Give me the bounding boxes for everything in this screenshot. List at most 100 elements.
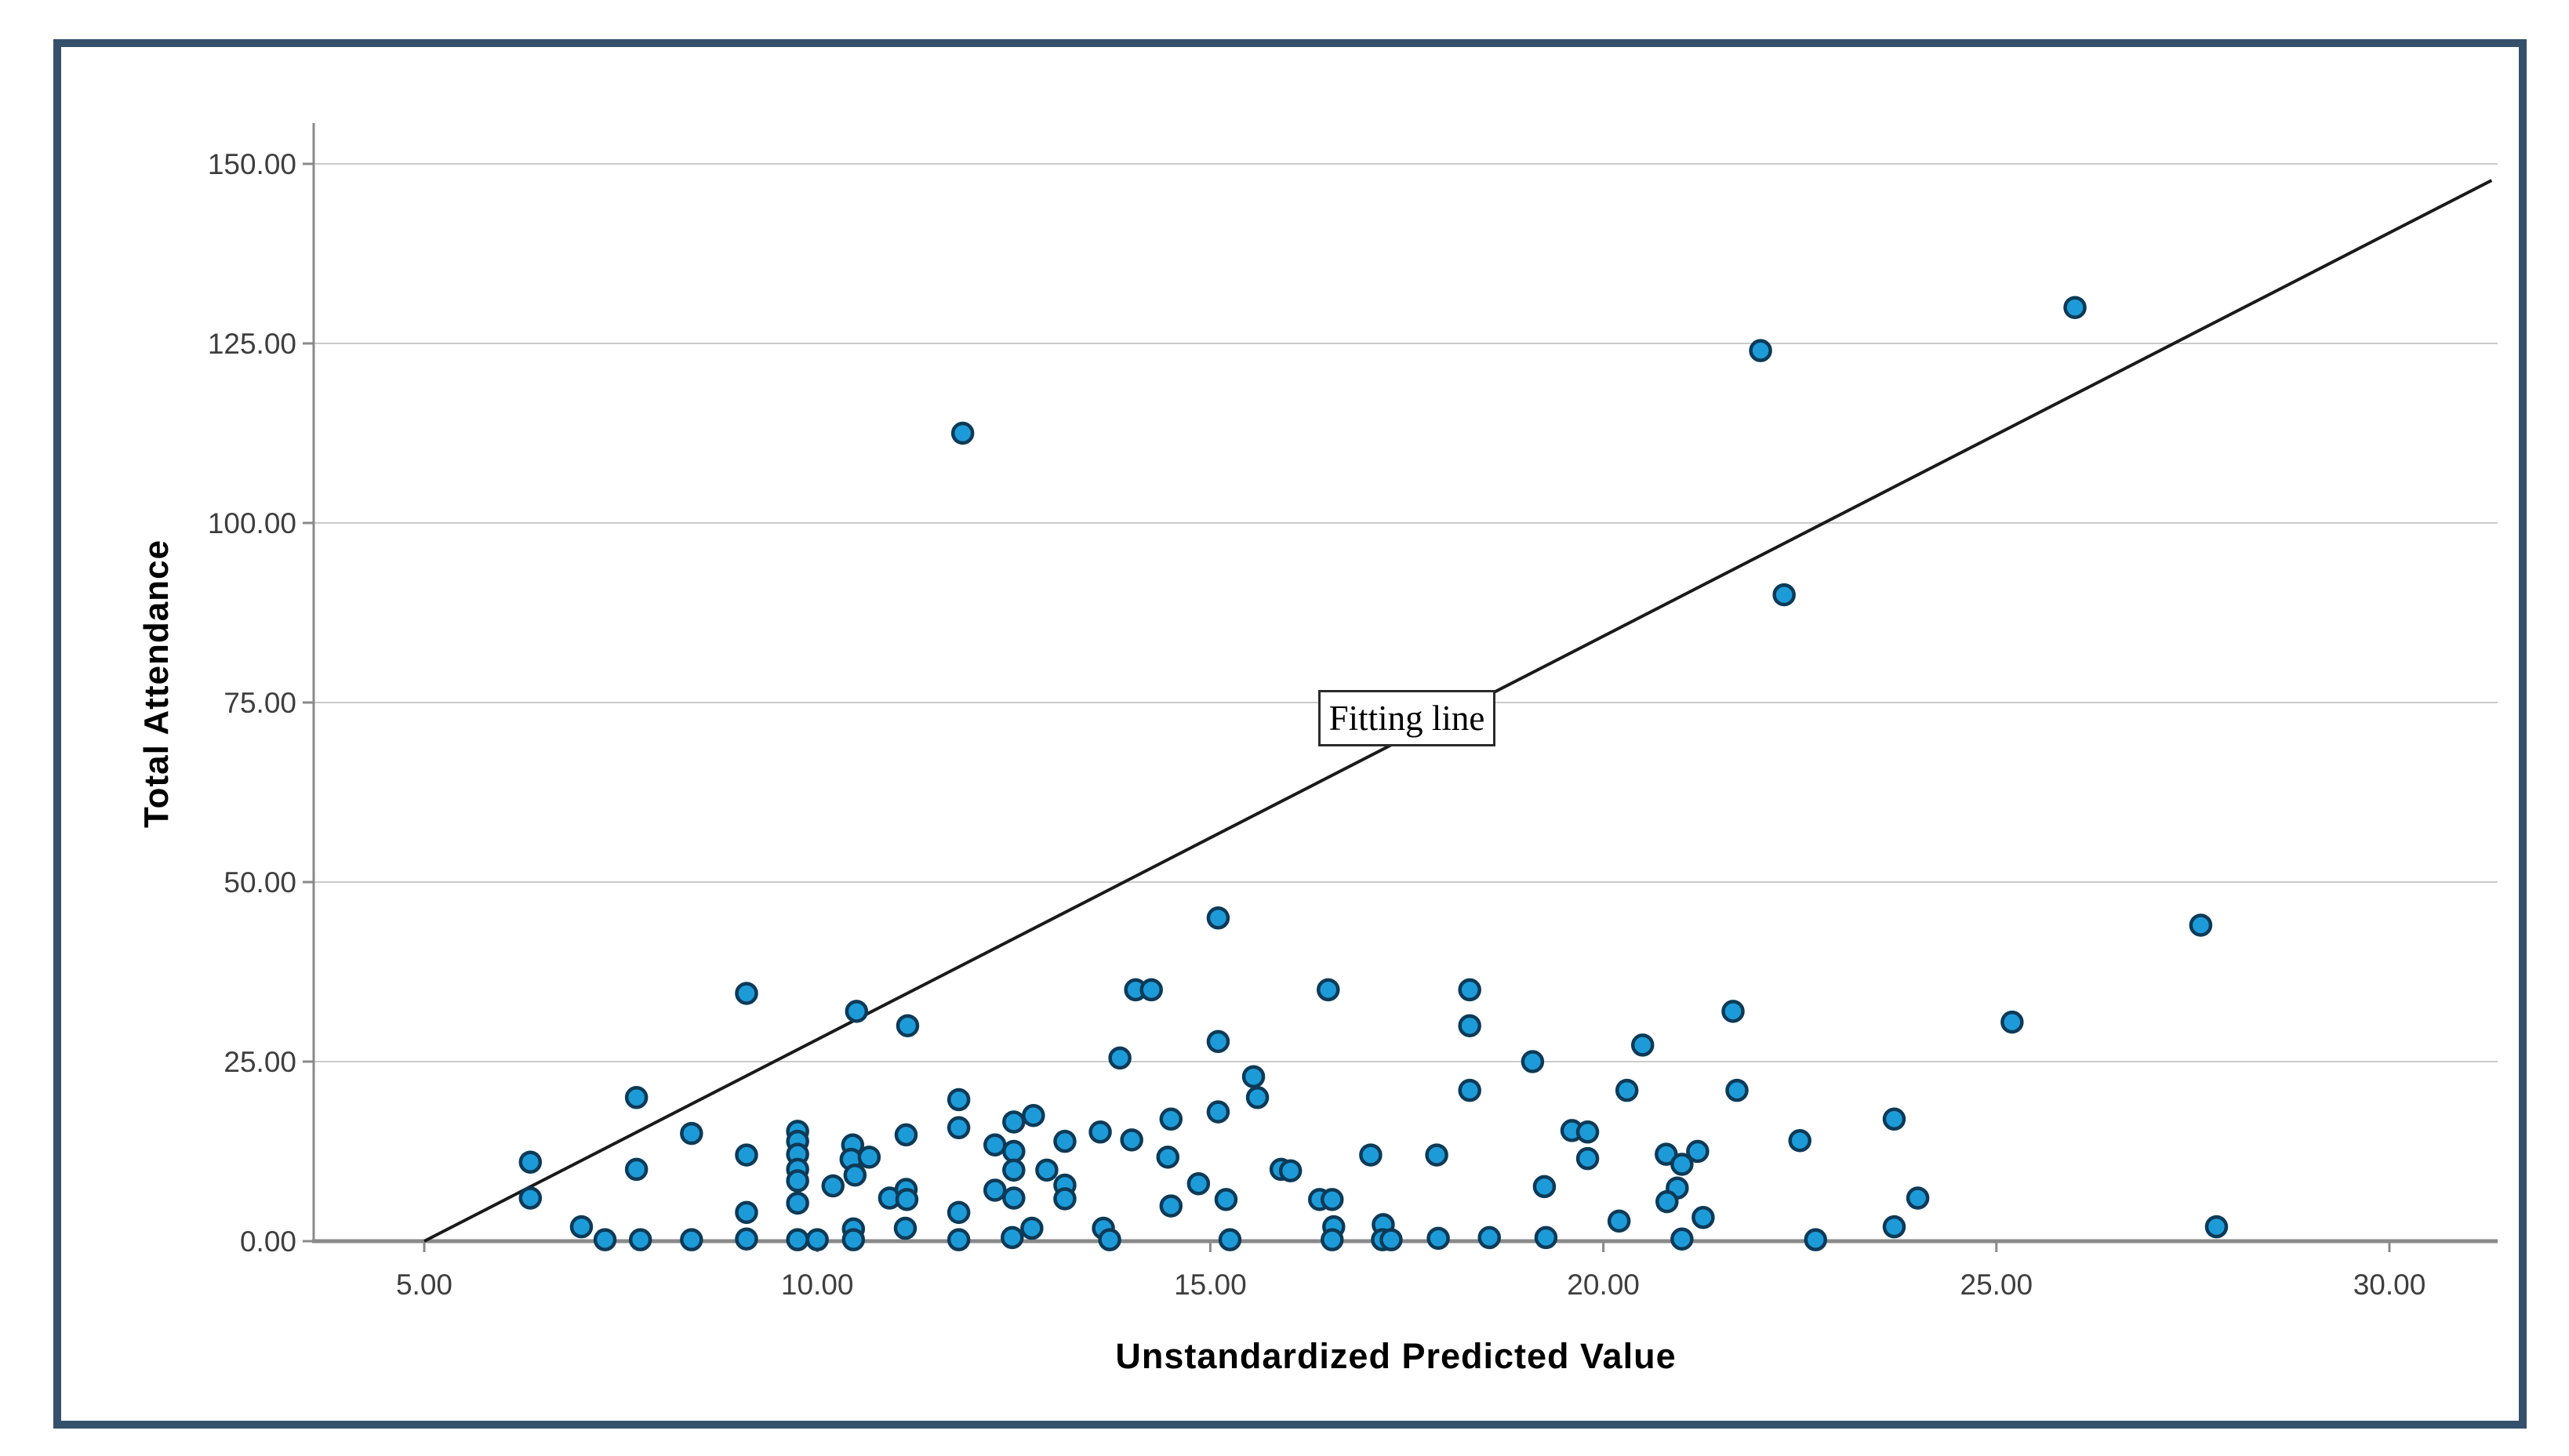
data-point — [1241, 1065, 1266, 1088]
data-point — [1317, 978, 1340, 1002]
data-point — [1721, 1000, 1745, 1023]
data-point — [1206, 906, 1230, 930]
data-point — [1245, 1086, 1270, 1109]
y-tick-label: 75.00 — [223, 687, 296, 719]
data-point — [1670, 1153, 1694, 1176]
data-point — [1020, 1216, 1044, 1240]
data-point — [1521, 1050, 1545, 1073]
data-point — [1458, 1078, 1481, 1102]
data-point — [893, 1216, 918, 1240]
data-point — [593, 1228, 617, 1251]
data-point — [947, 1200, 971, 1225]
data-point — [1206, 1100, 1230, 1124]
data-point — [1607, 1209, 1631, 1233]
data-point — [894, 1123, 918, 1147]
data-point — [1458, 978, 1481, 1002]
data-point — [1772, 583, 1796, 607]
data-point — [845, 1000, 869, 1023]
data-point — [950, 421, 975, 445]
data-point — [1156, 1146, 1180, 1169]
data-point — [1002, 1158, 1026, 1182]
x-tick-label: 10.00 — [781, 1269, 854, 1301]
data-point — [624, 1086, 649, 1109]
data-point — [1686, 1139, 1710, 1164]
data-point — [735, 1143, 758, 1167]
data-point — [1053, 1187, 1077, 1211]
data-point — [1615, 1078, 1639, 1102]
data-point — [1206, 1029, 1230, 1054]
data-point — [1278, 1159, 1303, 1182]
data-point — [624, 1157, 649, 1182]
data-point — [1725, 1078, 1749, 1102]
data-point — [1670, 1227, 1694, 1251]
data-point — [1001, 1225, 1024, 1250]
data-point — [786, 1191, 809, 1215]
data-point — [1321, 1228, 1344, 1251]
data-point — [1575, 1146, 1600, 1171]
data-point — [1575, 1120, 1600, 1144]
fit-line-label-box: Fitting line — [1317, 690, 1496, 746]
data-point — [1882, 1215, 1906, 1239]
data-point — [1022, 1103, 1045, 1127]
data-point — [2189, 913, 2213, 937]
data-point — [1108, 1046, 1132, 1070]
data-point — [896, 1014, 920, 1037]
data-point — [1425, 1143, 1448, 1167]
data-point — [1534, 1225, 1558, 1250]
data-point — [1379, 1228, 1403, 1251]
data-point — [947, 1228, 971, 1251]
data-point — [1002, 1186, 1026, 1210]
data-point — [2063, 296, 2087, 319]
data-point — [1053, 1129, 1077, 1153]
data-point — [2000, 1010, 2024, 1034]
x-tick-label: 20.00 — [1567, 1269, 1640, 1301]
y-tick-label: 125.00 — [208, 328, 296, 360]
data-point — [1804, 1228, 1827, 1251]
data-point — [518, 1150, 543, 1174]
data-point — [1098, 1228, 1121, 1251]
data-point — [680, 1121, 703, 1146]
data-point — [947, 1116, 971, 1140]
data-point — [1906, 1186, 1930, 1210]
data-point — [805, 1228, 829, 1251]
x-tick-label: 30.00 — [2353, 1269, 2426, 1301]
data-point — [1691, 1206, 1715, 1229]
data-point — [1426, 1226, 1450, 1251]
data-point — [1139, 978, 1163, 1002]
data-point — [1532, 1175, 1557, 1199]
data-point — [1088, 1120, 1112, 1144]
data-point — [1002, 1110, 1026, 1134]
y-tick-label: 100.00 — [208, 507, 296, 539]
data-point — [569, 1215, 594, 1239]
data-point — [1477, 1225, 1502, 1250]
data-point — [983, 1133, 1007, 1157]
fit-line-label: Fitting line — [1328, 699, 1485, 739]
data-point — [518, 1186, 543, 1210]
data-point — [1218, 1228, 1242, 1251]
chart-outer-border — [53, 39, 2527, 1429]
data-point — [786, 1169, 809, 1193]
data-point — [1749, 339, 1772, 362]
data-point — [1359, 1143, 1383, 1167]
data-point — [947, 1087, 971, 1112]
data-point — [786, 1228, 809, 1251]
data-point — [2204, 1215, 2229, 1239]
x-tick-label: 5.00 — [396, 1269, 452, 1301]
data-point — [680, 1228, 703, 1251]
data-point — [1788, 1129, 1811, 1153]
x-tick-label: 25.00 — [1960, 1269, 2033, 1301]
y-tick-label: 25.00 — [223, 1046, 296, 1078]
data-point — [1655, 1142, 1678, 1166]
data-point — [1655, 1189, 1679, 1214]
data-point — [841, 1228, 866, 1251]
y-tick-label: 150.00 — [208, 148, 296, 180]
data-point — [821, 1174, 845, 1198]
data-point — [1120, 1128, 1143, 1152]
data-point — [1002, 1139, 1026, 1164]
y-tick-label: 0.00 — [240, 1225, 296, 1258]
data-point — [895, 1188, 919, 1211]
data-point — [628, 1228, 652, 1251]
data-point — [735, 1200, 758, 1225]
